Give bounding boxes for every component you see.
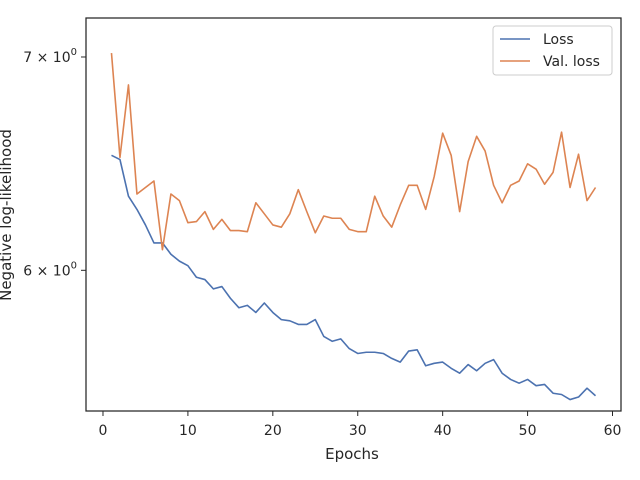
series-lines: [110, 52, 597, 401]
series-line-loss: [111, 154, 597, 401]
x-axis-title: Epochs: [325, 445, 379, 463]
y-tick-label: 7 × 100: [23, 47, 77, 66]
plot-frame: [85, 17, 622, 412]
y-tick-label: 6 × 100: [23, 260, 77, 279]
x-tick-label: 50: [519, 423, 537, 439]
x-tick-label: 20: [264, 423, 282, 439]
legend-label-loss: Loss: [543, 32, 574, 48]
x-tick-label: 30: [349, 423, 367, 439]
y-axis-title: Negative log-likelihood: [0, 129, 15, 301]
x-tick-label: 10: [179, 423, 197, 439]
x-tick-label: 40: [434, 423, 452, 439]
x-tick-label: 60: [604, 423, 622, 439]
y-axis-ticks: 6 × 100 7 × 100: [23, 47, 86, 279]
series-line-val-loss: [110, 52, 597, 251]
x-tick-label: 0: [99, 423, 108, 439]
legend-label-val-loss: Val. loss: [543, 54, 600, 70]
x-axis-ticks: 0 10 20 30 40 50 60: [99, 411, 622, 439]
legend: Loss Val. loss: [492, 25, 613, 76]
